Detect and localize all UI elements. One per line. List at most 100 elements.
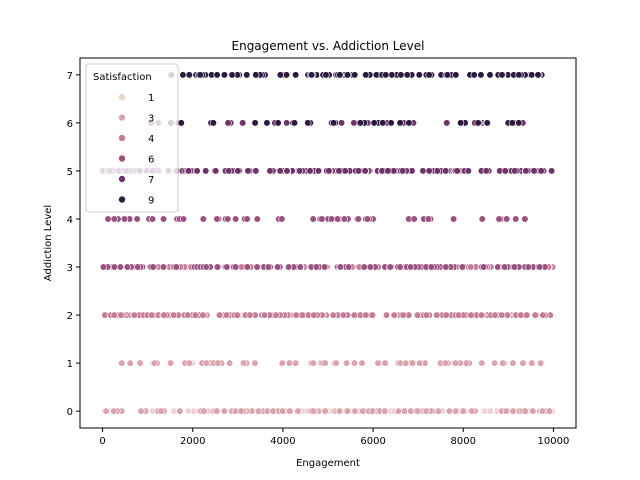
scatter-point <box>179 215 188 223</box>
x-axis-label: Engagement <box>296 458 360 469</box>
scatter-point <box>209 119 217 127</box>
scatter-point <box>407 407 415 415</box>
scatter-point <box>191 311 200 319</box>
scatter-point <box>351 407 359 415</box>
scatter-point <box>286 407 294 415</box>
scatter-point <box>202 263 210 271</box>
scatter-point <box>110 311 118 319</box>
scatter-point <box>157 407 165 415</box>
scatter-point <box>199 311 207 319</box>
y-tick-label: 7 <box>67 71 73 82</box>
scatter-point <box>266 167 274 175</box>
scatter-point <box>470 71 478 79</box>
scatter-point <box>243 71 251 79</box>
scatter-point <box>246 311 254 319</box>
scatter-point <box>370 119 378 127</box>
scatter-point <box>530 167 538 175</box>
scatter-point <box>196 71 204 79</box>
scatter-point <box>433 311 441 319</box>
scatter-point <box>321 407 329 415</box>
scatter-point <box>224 119 232 127</box>
scatter-point <box>335 167 343 175</box>
scatter-point <box>467 311 475 319</box>
scatter-point <box>519 359 527 367</box>
scatter-point <box>362 311 370 319</box>
scatter-point <box>307 71 316 79</box>
scatter-point <box>474 119 482 127</box>
scatter-point <box>445 407 454 415</box>
scatter-point <box>272 311 280 319</box>
scatter-point <box>336 71 344 79</box>
y-tick-label: 4 <box>67 215 73 226</box>
scatter-point <box>252 167 260 175</box>
legend-marker <box>118 195 126 204</box>
legend-entry-label: 4 <box>148 134 154 145</box>
scatter-point <box>304 119 312 127</box>
scatter-point <box>339 311 347 319</box>
legend-entry-label: 6 <box>148 155 154 166</box>
scatter-point <box>343 71 352 79</box>
scatter-point <box>350 119 358 127</box>
scatter-point <box>422 407 430 415</box>
scatter-point <box>254 407 263 415</box>
scatter-point <box>292 311 300 319</box>
scatter-point <box>274 119 282 127</box>
scatter-point <box>408 359 417 367</box>
scatter-point <box>176 407 184 415</box>
scatter-point <box>441 359 449 367</box>
scatter-point <box>220 407 228 415</box>
scatter-point <box>137 407 145 415</box>
scatter-point <box>133 215 141 223</box>
scatter-point <box>522 167 530 175</box>
scatter-point <box>478 359 486 367</box>
scatter-point <box>528 71 536 79</box>
scatter-point <box>148 215 157 223</box>
scatter-point <box>251 119 259 127</box>
scatter-point <box>179 71 187 79</box>
scatter-point <box>528 359 536 367</box>
legend-entry-label: 9 <box>148 196 154 207</box>
scatter-point <box>330 119 338 127</box>
scatter-point <box>480 263 488 271</box>
points-layer <box>99 71 557 415</box>
scatter-point <box>252 71 260 79</box>
scatter-point <box>332 359 340 367</box>
scatter-point <box>443 71 451 79</box>
scatter-point <box>499 359 507 367</box>
scatter-point <box>354 215 362 223</box>
scatter-point <box>381 407 389 415</box>
scatter-point <box>253 263 261 271</box>
scatter-point <box>486 407 494 415</box>
scatter-point <box>413 311 422 319</box>
scatter-point <box>390 311 398 319</box>
chart-title: Engagement vs. Addiction Level <box>232 39 425 53</box>
scatter-point <box>159 263 168 271</box>
scatter-point <box>185 359 194 367</box>
x-tick-label: 2000 <box>180 436 205 447</box>
scatter-point <box>177 119 185 127</box>
scatter-point <box>396 263 404 271</box>
scatter-point <box>538 407 547 415</box>
scatter-point <box>282 71 291 79</box>
scatter-point <box>253 215 261 223</box>
scatter-point <box>310 311 318 319</box>
scatter-point <box>283 167 291 175</box>
scatter-point <box>260 311 269 319</box>
scatter-point <box>433 167 442 175</box>
scatter-point <box>452 407 460 415</box>
scatter-point <box>104 215 112 223</box>
scatter-point <box>402 359 410 367</box>
x-tick-label: 8000 <box>451 436 476 447</box>
scatter-point <box>134 263 142 271</box>
scatter-point <box>225 359 234 367</box>
scatter-point <box>116 263 125 271</box>
scatter-point <box>159 215 168 223</box>
scatter-point <box>521 407 529 415</box>
scatter-point <box>336 263 345 271</box>
scatter-point <box>130 311 138 319</box>
scatter-point <box>458 263 467 271</box>
scatter-point <box>424 215 433 223</box>
scatter-point <box>386 263 394 271</box>
scatter-point <box>511 167 519 175</box>
scatter-point <box>110 263 119 271</box>
